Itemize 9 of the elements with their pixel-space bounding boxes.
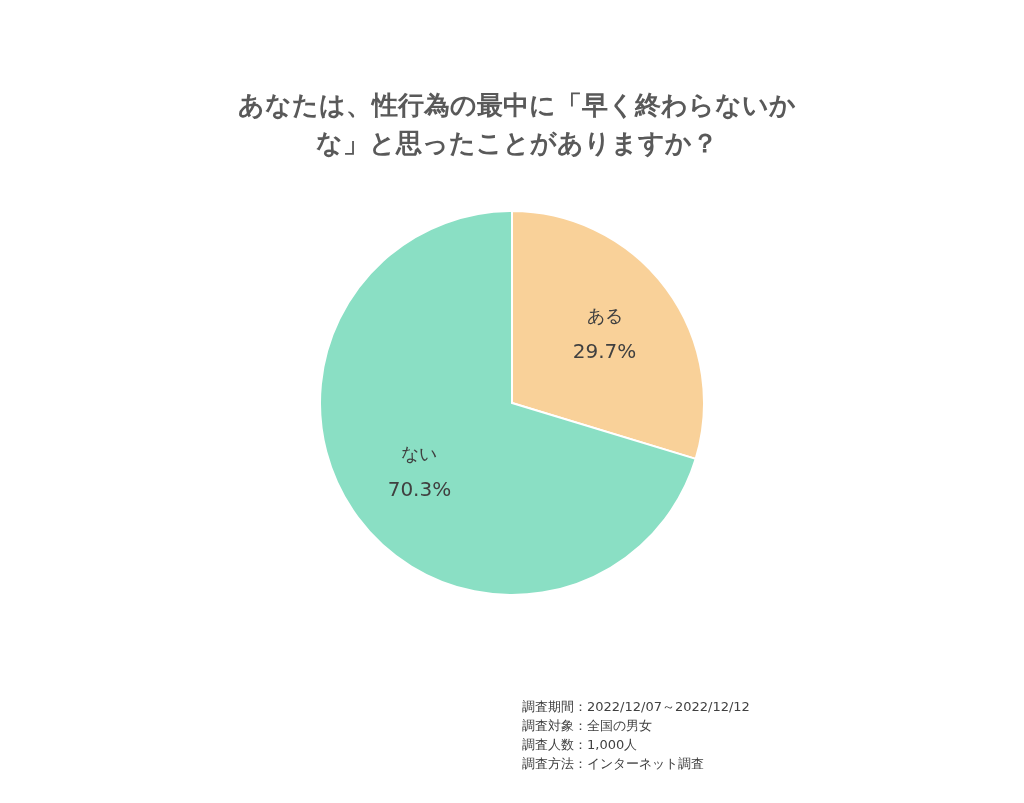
- text: 調査人数：1,000人: [522, 736, 639, 754]
- text: 調査対象：全国の男女: [522, 717, 653, 735]
- slice-label: ない: [401, 442, 438, 464]
- data-label: 29.7%: [572, 339, 637, 364]
- text: 調査期間：2022/12/07～2022/12/12: [522, 698, 750, 716]
- slice-label: ある: [586, 305, 623, 327]
- chart-title: あなたは、性行為の最中に「早く終わらないかな」と思ったことがありますか？: [237, 89, 797, 160]
- data-label: 70.3%: [387, 476, 452, 501]
- text: 調査方法：インターネット調査: [522, 755, 705, 773]
